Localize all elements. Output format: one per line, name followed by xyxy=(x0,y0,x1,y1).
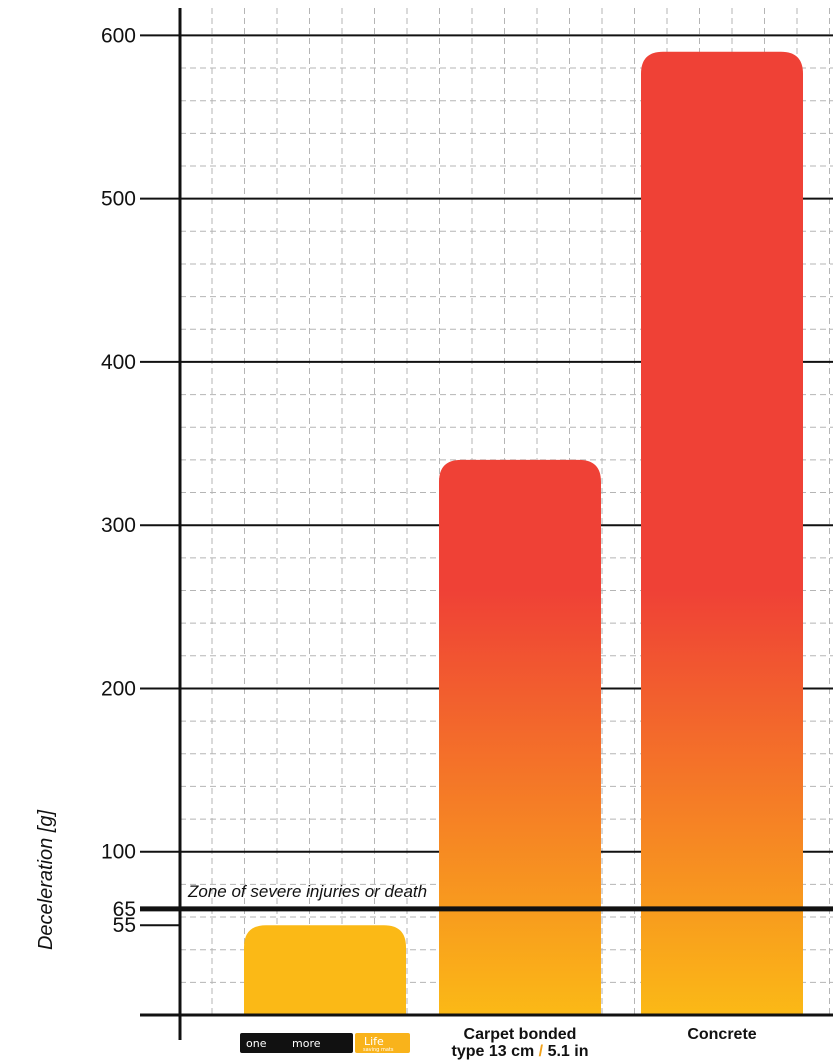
category-label-concrete: Concrete xyxy=(687,1026,756,1043)
carpet-size-cm: type 13 cm xyxy=(452,1043,535,1060)
threshold-group: Zone of severe injuries or death xyxy=(140,882,833,912)
bar-0 xyxy=(244,925,406,1015)
category-labels: one more Life saving mats Carpet bonded … xyxy=(240,1026,757,1060)
logo-black-panel xyxy=(240,1033,353,1053)
y-tick-label: 100 xyxy=(101,841,136,864)
category-label-carpet-line2: type 13 cm / 5.1 in xyxy=(452,1043,589,1060)
y-axis-label: Deceleration [g] xyxy=(35,810,57,951)
y-tick-label: 55 xyxy=(113,914,136,937)
carpet-size-in: 5.1 in xyxy=(548,1043,589,1060)
bar-2 xyxy=(641,51,803,1015)
axes xyxy=(140,8,833,1040)
y-tick-label: 300 xyxy=(101,514,136,537)
logo-word-life: Life xyxy=(364,1035,384,1048)
one-more-life-logo: one more Life saving mats xyxy=(240,1033,410,1053)
logo-yellow-panel xyxy=(355,1033,410,1053)
carpet-size-separator: / xyxy=(539,1043,544,1060)
y-tick-label: 600 xyxy=(101,24,136,47)
category-label-carpet-line1: Carpet bonded xyxy=(464,1026,577,1043)
y-tick-label: 500 xyxy=(101,188,136,211)
bar-1 xyxy=(439,459,601,1016)
logo-word-one: one xyxy=(246,1037,267,1050)
logo-tagline: saving mats xyxy=(363,1047,394,1053)
y-tick-label: 65 xyxy=(113,898,136,921)
y-tick-label: 400 xyxy=(101,351,136,374)
severe-injury-zone-label: Zone of severe injuries or death xyxy=(187,882,427,901)
logo-word-more: more xyxy=(292,1037,321,1050)
y-tick-label: 200 xyxy=(101,677,136,700)
bars xyxy=(244,51,803,1016)
